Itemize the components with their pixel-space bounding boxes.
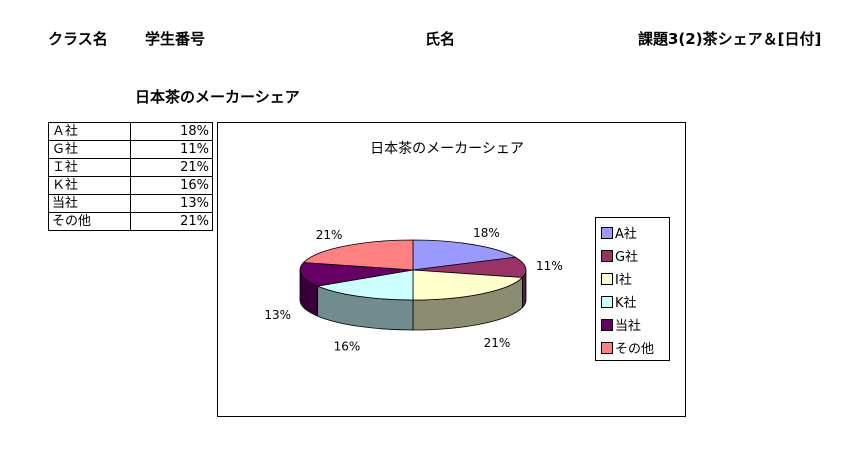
legend-item[interactable]: I社	[601, 267, 669, 290]
legend-swatch	[601, 295, 613, 308]
legend-label: その他	[615, 342, 655, 357]
legend-item[interactable]: G社	[601, 244, 669, 267]
legend-label: A社	[615, 227, 637, 242]
table-row: Ｋ社 16%	[48, 176, 213, 195]
company-cell[interactable]: Ｇ社	[48, 140, 131, 159]
legend-swatch	[601, 318, 613, 331]
legend-item[interactable]: 当社	[601, 313, 669, 336]
data-label: 21%	[316, 228, 343, 242]
name-label: 氏名	[425, 30, 456, 48]
pie-chart-svg: 日本茶のメーカーシェア 18% 11% 21% 16% 13% 21%	[264, 141, 563, 354]
data-label: 21%	[484, 336, 511, 350]
data-label: 16%	[334, 340, 361, 354]
share-cell[interactable]: 21%	[130, 158, 213, 177]
company-cell[interactable]: 当社	[48, 194, 131, 213]
share-table: Ａ社 18% Ｇ社 11% Ｉ社 21% Ｋ社 16% 当社 13% その他 21%	[48, 122, 213, 231]
data-label: 13%	[264, 308, 291, 322]
pie-slice[interactable]	[412, 269, 524, 301]
company-cell[interactable]: Ａ社	[48, 122, 131, 141]
share-cell[interactable]: 11%	[130, 140, 213, 159]
pie-slice[interactable]	[412, 239, 517, 271]
legend-label: 当社	[615, 319, 642, 334]
legend-swatch	[601, 341, 613, 354]
share-cell[interactable]: 18%	[130, 122, 213, 141]
company-cell[interactable]: Ｋ社	[48, 176, 131, 195]
class-name-label: クラス名	[48, 30, 108, 48]
company-cell[interactable]: Ｉ社	[48, 158, 131, 177]
legend-item[interactable]: A社	[601, 221, 669, 244]
student-number-label: 学生番号	[145, 30, 206, 48]
legend-label: G社	[615, 250, 639, 265]
table-row: 当社 13%	[48, 194, 213, 213]
share-cell[interactable]: 21%	[130, 212, 213, 231]
table-row: Ａ社 18%	[48, 122, 213, 141]
legend-label: K社	[615, 296, 637, 311]
pie-slice[interactable]	[412, 256, 527, 278]
chart-title: 日本茶のメーカーシェア	[370, 141, 524, 157]
pie-slice[interactable]	[316, 269, 414, 301]
data-label: 11%	[536, 259, 563, 273]
data-label: 18%	[473, 226, 500, 240]
chart-legend[interactable]: A社 G社 I社 K社当社その他	[595, 217, 670, 361]
legend-item[interactable]: その他	[601, 336, 669, 359]
share-cell[interactable]: 13%	[130, 194, 213, 213]
legend-label: I社	[615, 273, 632, 288]
legend-swatch	[601, 272, 613, 285]
pie-slice[interactable]	[302, 239, 414, 271]
assignment-label: 課題3(2)茶シェア＆[日付]	[638, 30, 822, 48]
legend-swatch	[601, 226, 613, 239]
sheet-title: 日本茶のメーカーシェア	[135, 88, 300, 106]
legend-swatch	[601, 249, 613, 262]
company-cell[interactable]: その他	[48, 212, 131, 231]
pie-chart[interactable]: 日本茶のメーカーシェア 18% 11% 21% 16% 13% 21% A社 G社 I社 K社当…	[217, 122, 686, 417]
table-row: その他 21%	[48, 212, 213, 231]
table-row: Ｉ社 21%	[48, 158, 213, 177]
table-row: Ｇ社 11%	[48, 140, 213, 159]
share-cell[interactable]: 16%	[130, 176, 213, 195]
legend-item[interactable]: K社	[601, 290, 669, 313]
